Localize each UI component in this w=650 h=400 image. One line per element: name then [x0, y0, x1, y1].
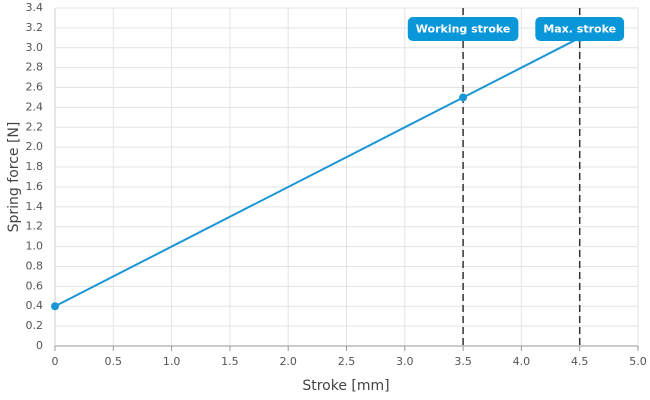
x-tick-label: 3.5 — [454, 355, 472, 368]
y-tick-label: 3.4 — [26, 1, 44, 14]
x-tick-label: 0 — [52, 355, 59, 368]
annotation-label: Max. stroke — [543, 23, 616, 36]
y-tick-label: 3.2 — [26, 21, 44, 34]
annotation-box — [535, 17, 625, 41]
y-tick-label: 2.4 — [26, 100, 44, 113]
y-tick-label: 0.2 — [26, 319, 44, 332]
x-tick-label: 2.0 — [279, 355, 297, 368]
y-tick-label: 2.8 — [26, 61, 44, 74]
x-tick-label: 3.0 — [396, 355, 414, 368]
x-tick-label: 4.5 — [571, 355, 589, 368]
grid — [54, 7, 639, 347]
x-tick-label: 2.5 — [338, 355, 356, 368]
y-tick-label: 1.2 — [26, 220, 44, 233]
annotation-label: Working stroke — [416, 23, 511, 36]
y-tick-label: 0.4 — [26, 299, 44, 312]
y-tick-label: 2.6 — [26, 81, 44, 94]
x-tick-label: 5.0 — [629, 355, 647, 368]
y-tick-label: 1.6 — [26, 180, 44, 193]
x-tick-label: 0.5 — [105, 355, 123, 368]
y-tick-label: 2.0 — [26, 140, 44, 153]
x-tick-label: 4.0 — [513, 355, 531, 368]
y-tick-label: 0.6 — [26, 279, 44, 292]
x-tick-label: 1.5 — [221, 355, 239, 368]
y-tick-label: 1.8 — [26, 160, 44, 173]
y-tick-label: 2.2 — [26, 120, 44, 133]
annotation-box — [407, 17, 519, 41]
x-axis-title: Stroke [mm] — [302, 378, 389, 394]
y-tick-label: 3.0 — [26, 41, 44, 54]
point — [459, 93, 468, 102]
y-tick-label: 1.0 — [26, 240, 44, 253]
y-tick-label: 0.8 — [26, 259, 44, 272]
y-tick-label: 0 — [36, 339, 43, 352]
y-axis-title: Spring force [N] — [6, 122, 22, 233]
y-tick-label: 1.4 — [26, 200, 44, 213]
x-tick-label: 1.0 — [163, 355, 181, 368]
point — [51, 302, 59, 311]
